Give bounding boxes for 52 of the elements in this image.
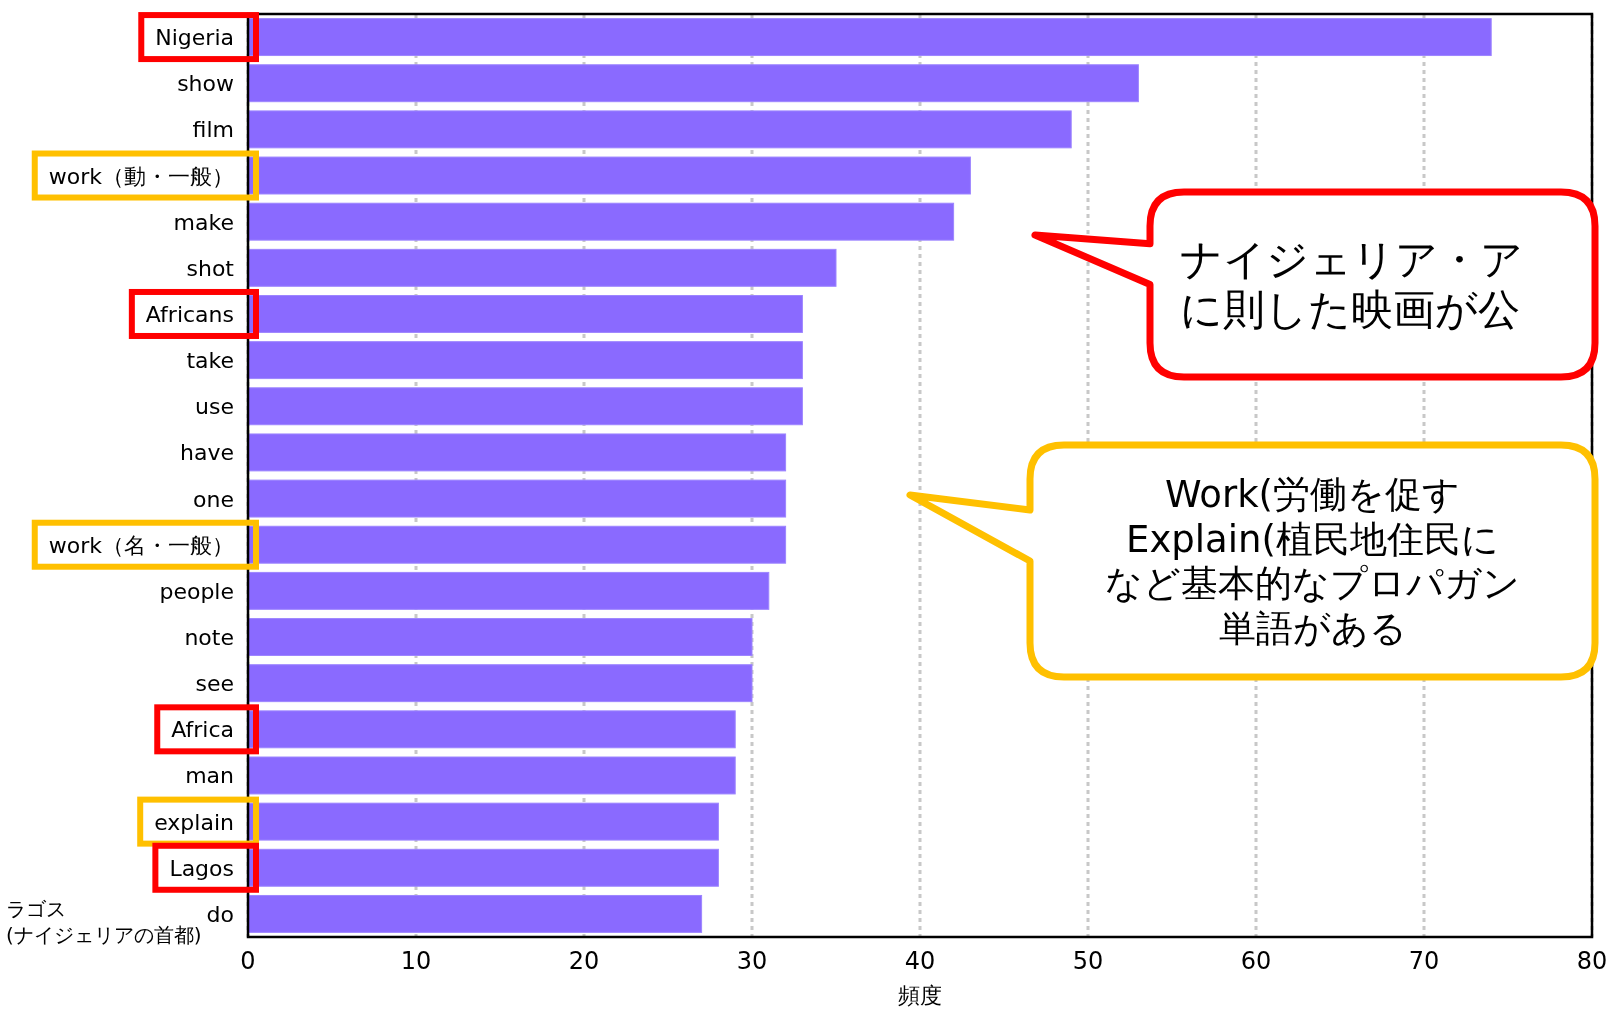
y-tick-label: do bbox=[206, 901, 234, 927]
bar bbox=[247, 248, 837, 287]
y-tick-label: take bbox=[186, 348, 234, 374]
y-tick-label: use bbox=[195, 394, 234, 420]
bar bbox=[247, 894, 703, 933]
bar bbox=[247, 756, 736, 795]
bar bbox=[247, 571, 770, 610]
text: ラゴス bbox=[6, 897, 66, 921]
x-tick-label: 80 bbox=[1576, 947, 1607, 975]
annotation: に則した映画が公 bbox=[1180, 285, 1520, 335]
x-tick-label: 30 bbox=[736, 947, 768, 975]
callout: ナイジェリア・ア に則した映画が公 bbox=[1031, 188, 1599, 381]
bar bbox=[247, 479, 787, 518]
y-tick-label: explain bbox=[154, 809, 234, 835]
y-tick-label: Africans bbox=[145, 301, 234, 327]
y-tick-label: work（名・一般） bbox=[48, 532, 234, 558]
x-tick-label: 10 bbox=[400, 947, 432, 975]
y-tick-label: film bbox=[192, 117, 234, 143]
y-tick-label: one bbox=[193, 486, 234, 512]
x-tick-label: 50 bbox=[1072, 947, 1104, 975]
bar bbox=[247, 110, 1072, 149]
annotation: など基本的なプロパガン bbox=[1105, 562, 1520, 606]
y-tick-label: Nigeria bbox=[155, 25, 234, 51]
bar bbox=[247, 433, 787, 472]
y-tick-label: note bbox=[184, 625, 234, 651]
y-tick-label: people bbox=[159, 578, 234, 604]
bar bbox=[247, 618, 753, 656]
y-tick-label: Africa bbox=[171, 717, 234, 743]
annotation: Explain(植民地住民に bbox=[1126, 517, 1499, 561]
bar bbox=[247, 387, 803, 426]
y-tick-label: have bbox=[180, 440, 234, 466]
x-tick-label: 70 bbox=[1408, 947, 1440, 975]
x-axis-title: 頻度 bbox=[898, 983, 942, 1008]
text: (ナイジェリアの首都) bbox=[6, 923, 202, 947]
x-tick-label: 0 bbox=[240, 947, 256, 975]
y-tick-label: Lagos bbox=[169, 855, 234, 881]
y-tick-label: make bbox=[173, 209, 234, 235]
bar bbox=[247, 64, 1139, 103]
x-tick-label: 40 bbox=[904, 947, 936, 975]
y-tick-label: shot bbox=[186, 255, 235, 281]
bar bbox=[247, 664, 753, 703]
annotation: Work(労働を促す bbox=[1164, 473, 1461, 517]
x-tick-label: 20 bbox=[568, 947, 600, 975]
y-tick-label: see bbox=[195, 671, 234, 697]
y-tick-label: man bbox=[185, 763, 234, 789]
annotation: 単語がある bbox=[1218, 606, 1407, 650]
y-tick-label: work（動・一般） bbox=[48, 163, 234, 189]
bar bbox=[247, 202, 955, 241]
bar bbox=[247, 341, 803, 380]
annotation: ナイジェリア・ア bbox=[1180, 235, 1523, 284]
y-tick-label: show bbox=[177, 71, 235, 97]
x-tick-label: 60 bbox=[1240, 947, 1272, 975]
